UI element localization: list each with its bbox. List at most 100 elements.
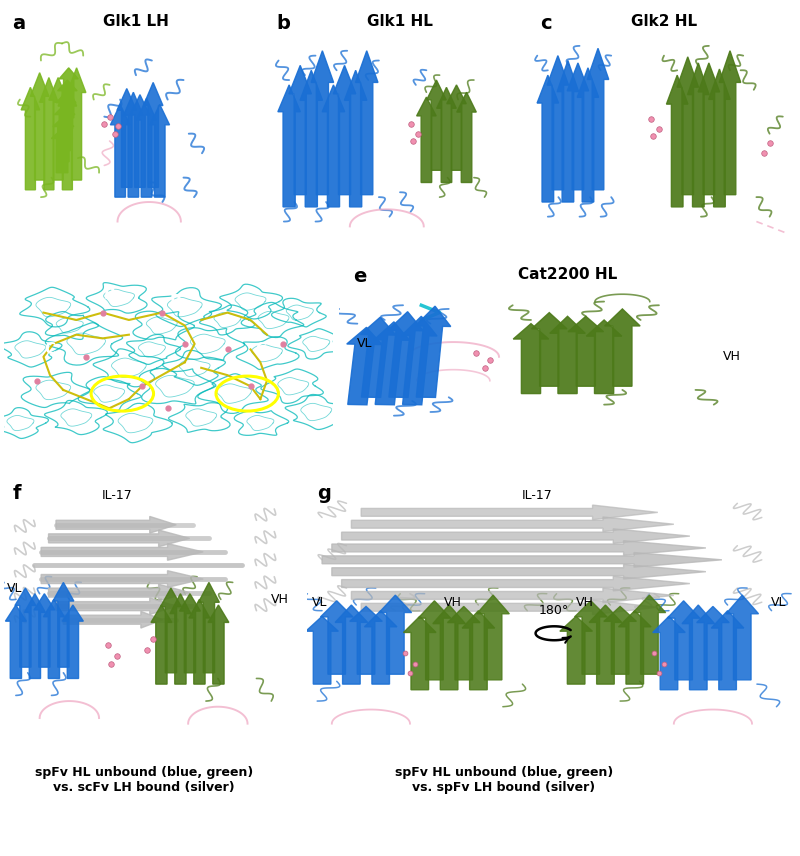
Text: Cat2200 HL: Cat2200 HL: [518, 266, 617, 282]
FancyArrow shape: [321, 601, 353, 675]
FancyArrow shape: [568, 316, 603, 386]
FancyArrow shape: [49, 530, 190, 547]
Text: IL-17: IL-17: [522, 489, 553, 502]
FancyArrow shape: [150, 104, 170, 197]
FancyArrow shape: [618, 610, 651, 684]
FancyArrow shape: [43, 599, 64, 679]
FancyArrow shape: [350, 606, 382, 675]
FancyArrow shape: [59, 68, 78, 118]
FancyArrow shape: [335, 605, 368, 684]
Text: VH: VH: [576, 596, 594, 609]
FancyArrow shape: [418, 601, 450, 680]
FancyArrow shape: [415, 306, 450, 397]
FancyArrow shape: [41, 544, 203, 561]
FancyArrow shape: [62, 605, 83, 679]
Text: VH: VH: [444, 596, 462, 609]
FancyArrow shape: [51, 129, 73, 173]
FancyArrow shape: [278, 85, 300, 207]
Text: f: f: [13, 484, 22, 502]
FancyArrow shape: [531, 312, 567, 386]
FancyArrow shape: [49, 585, 190, 601]
Text: VH: VH: [271, 593, 289, 606]
FancyArrow shape: [6, 605, 26, 679]
Text: VL: VL: [7, 581, 22, 595]
FancyArrow shape: [289, 65, 311, 194]
FancyArrow shape: [351, 588, 674, 603]
FancyArrow shape: [446, 85, 466, 170]
FancyArrow shape: [578, 68, 598, 202]
FancyArrow shape: [334, 65, 356, 194]
FancyArrow shape: [633, 595, 666, 675]
FancyArrow shape: [388, 312, 423, 397]
FancyArrow shape: [361, 600, 658, 615]
FancyArrow shape: [719, 51, 741, 194]
FancyArrow shape: [587, 48, 609, 190]
FancyArrow shape: [457, 92, 476, 182]
Text: C: C: [45, 342, 55, 357]
FancyArrow shape: [514, 324, 549, 394]
Text: P: P: [170, 294, 181, 309]
Text: Glk2 HL: Glk2 HL: [210, 269, 270, 282]
FancyArrow shape: [300, 70, 322, 207]
Text: Glk1 HL: Glk1 HL: [367, 15, 433, 29]
FancyArrow shape: [379, 595, 412, 675]
FancyArrow shape: [697, 606, 730, 680]
FancyArrow shape: [361, 318, 396, 397]
FancyArrow shape: [550, 316, 586, 394]
FancyArrow shape: [417, 97, 436, 182]
FancyArrow shape: [49, 78, 67, 180]
FancyArrow shape: [53, 582, 74, 667]
Text: Glk2 HL: Glk2 HL: [631, 15, 697, 29]
FancyArrow shape: [711, 610, 744, 690]
FancyArrow shape: [56, 597, 176, 615]
Text: VL: VL: [358, 337, 373, 350]
FancyArrow shape: [433, 605, 466, 690]
FancyArrow shape: [342, 576, 690, 591]
FancyArrow shape: [56, 92, 76, 140]
FancyArrow shape: [698, 63, 720, 194]
FancyArrow shape: [589, 605, 622, 684]
FancyArrow shape: [117, 88, 137, 187]
FancyArrow shape: [41, 571, 203, 587]
FancyArrow shape: [123, 92, 143, 197]
FancyArrow shape: [21, 87, 40, 190]
FancyArrow shape: [447, 606, 480, 680]
FancyArrow shape: [54, 104, 75, 151]
Text: VH: VH: [723, 350, 741, 363]
FancyArrow shape: [402, 316, 437, 405]
Text: P: P: [104, 287, 114, 301]
Text: spFv HL unbound (blue, green)
vs. spFv LH bound (silver): spFv HL unbound (blue, green) vs. spFv L…: [395, 766, 613, 794]
FancyArrow shape: [40, 78, 58, 190]
FancyArrow shape: [179, 594, 200, 673]
FancyArrow shape: [687, 63, 709, 207]
FancyArrow shape: [143, 82, 163, 187]
FancyArrow shape: [557, 61, 578, 202]
FancyArrow shape: [322, 552, 722, 568]
FancyArrow shape: [537, 75, 558, 202]
Text: VL: VL: [312, 596, 328, 609]
FancyArrow shape: [161, 588, 182, 673]
FancyArrow shape: [560, 616, 593, 684]
FancyArrow shape: [426, 80, 446, 170]
FancyArrow shape: [15, 588, 36, 667]
Text: a: a: [12, 15, 25, 33]
FancyArrow shape: [208, 605, 229, 684]
Text: spFv HL unbound (blue, green)
vs. scFv LH bound (silver): spFv HL unbound (blue, green) vs. scFv L…: [35, 766, 253, 794]
Text: c: c: [540, 15, 551, 33]
FancyArrow shape: [586, 320, 622, 394]
Text: g: g: [317, 484, 331, 502]
FancyArrow shape: [110, 104, 130, 197]
FancyArrow shape: [351, 517, 674, 532]
FancyArrow shape: [667, 601, 700, 680]
FancyArrow shape: [63, 611, 162, 628]
FancyArrow shape: [666, 75, 688, 207]
FancyArrow shape: [355, 51, 378, 194]
FancyArrow shape: [709, 69, 730, 207]
FancyArrow shape: [53, 116, 74, 162]
FancyArrow shape: [322, 85, 345, 207]
FancyArrow shape: [574, 601, 607, 675]
FancyArrow shape: [437, 87, 456, 182]
FancyArrow shape: [567, 63, 589, 190]
FancyArrow shape: [137, 98, 156, 197]
FancyArrow shape: [462, 610, 494, 690]
